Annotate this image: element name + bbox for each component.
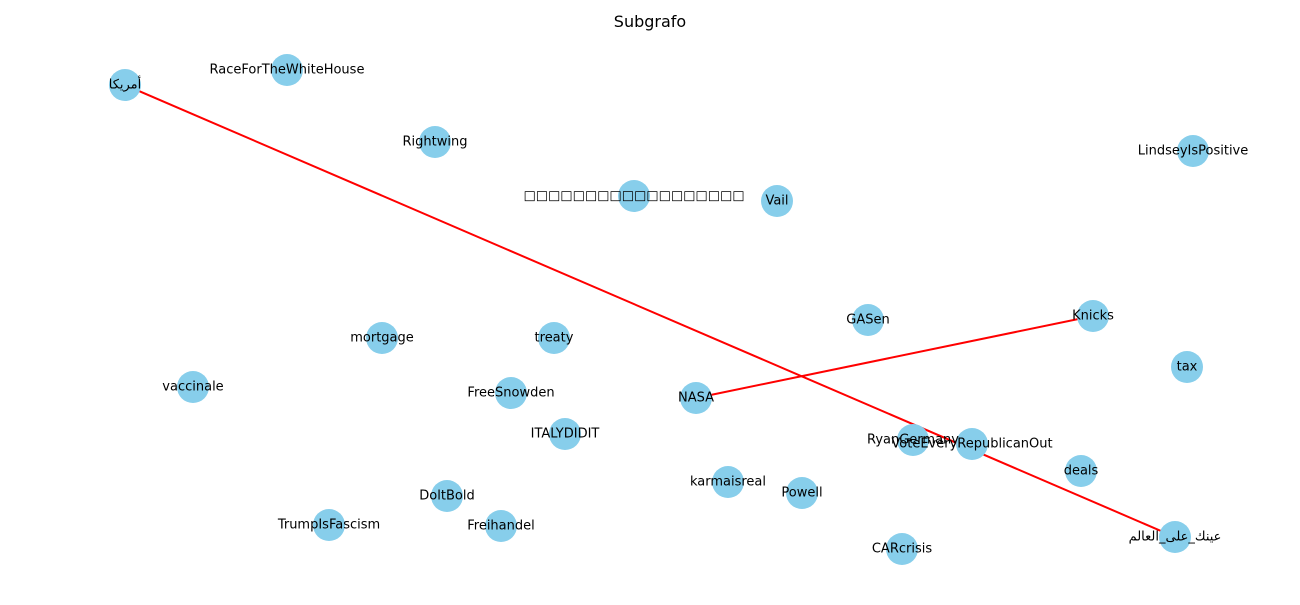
graph-node-label-nasa: NASA xyxy=(678,391,714,406)
graph-node-label-powell: Powell xyxy=(781,486,822,501)
graph-node-label-tax: tax xyxy=(1177,360,1198,375)
graph-node-label-boxes: □□□□□□□□□□□□□□□□□□ xyxy=(523,189,744,204)
graph-node-race xyxy=(271,54,303,86)
graph-node-deals xyxy=(1065,455,1097,487)
graph-node-label-freesnowden: FreeSnowden xyxy=(467,386,554,401)
graph-node-boxes xyxy=(618,180,650,212)
graph-node-label-knicks: Knicks xyxy=(1072,309,1114,324)
graph-node-doitbold xyxy=(431,480,463,512)
graph-node-gasen xyxy=(852,304,884,336)
nodes-layer xyxy=(109,54,1209,565)
graph-node-label-race: RaceForTheWhiteHouse xyxy=(210,63,365,78)
graph-node-italydidit xyxy=(549,418,581,450)
graph-node-label-deals: deals xyxy=(1064,464,1099,479)
graph-edge-amrika-aynak xyxy=(124,84,1176,538)
graph-node-label-trump: TrumpIsFascism xyxy=(277,518,380,533)
graph-node-vaccinale xyxy=(177,371,209,403)
graph-node-label-carcrisis: CARcrisis xyxy=(872,542,932,557)
graph-node-ryan xyxy=(897,424,929,456)
graph-node-powell xyxy=(786,477,818,509)
graph-node-trump xyxy=(313,509,345,541)
graph-node-rightwing xyxy=(419,126,451,158)
graph-node-knicks xyxy=(1077,300,1109,332)
graph-node-karma xyxy=(712,466,744,498)
graph-node-label-voteevery: VoteEveryRepublicanOut xyxy=(891,437,1052,452)
labels-layer: أمريكا RaceForTheWhiteHouse Rightwing □□□□□… xyxy=(109,63,1249,557)
graph-node-label-rightwing: Rightwing xyxy=(403,135,468,150)
graph-title: Subgrafo xyxy=(613,12,687,31)
graph-node-vail xyxy=(761,185,793,217)
graph-node-label-doitbold: DoltBold xyxy=(419,489,474,504)
graph-node-tax xyxy=(1171,351,1203,383)
graph-node-lindsey xyxy=(1177,135,1209,167)
graph-node-label-mortgage: mortgage xyxy=(350,331,414,346)
graph-node-freesnowden xyxy=(495,377,527,409)
graph-node-label-freihandel: Freihandel xyxy=(467,519,535,534)
graph-node-aynak xyxy=(1159,521,1191,553)
edges-layer xyxy=(124,84,1176,538)
graph-node-label-vaccinale: vaccinale xyxy=(162,380,223,395)
graph-node-mortgage xyxy=(366,322,398,354)
graph-node-label-gasen: GASen xyxy=(846,313,889,328)
graph-node-label-amrika: أمريكا xyxy=(109,76,142,93)
graph-node-label-ryan: RyanGermany xyxy=(867,433,959,448)
graph-node-nasa xyxy=(680,382,712,414)
graph-node-label-treaty: treaty xyxy=(535,331,574,346)
graph-edge-nasa-knicks xyxy=(695,315,1094,399)
graph-node-voteevery xyxy=(956,428,988,460)
graph-node-label-aynak: عينك_على_العالم xyxy=(1129,530,1222,545)
graph-node-label-lindsey: LindseyIsPositive xyxy=(1138,144,1249,159)
graph-node-freihandel xyxy=(485,510,517,542)
graph-node-amrika xyxy=(109,69,141,101)
graph-node-label-vail: Vail xyxy=(765,194,788,209)
graph-node-label-italydidit: ITALYDIDIT xyxy=(531,427,600,442)
graph-node-carcrisis xyxy=(886,533,918,565)
graph-node-label-karma: karmaisreal xyxy=(690,475,766,490)
graph-node-treaty xyxy=(538,322,570,354)
